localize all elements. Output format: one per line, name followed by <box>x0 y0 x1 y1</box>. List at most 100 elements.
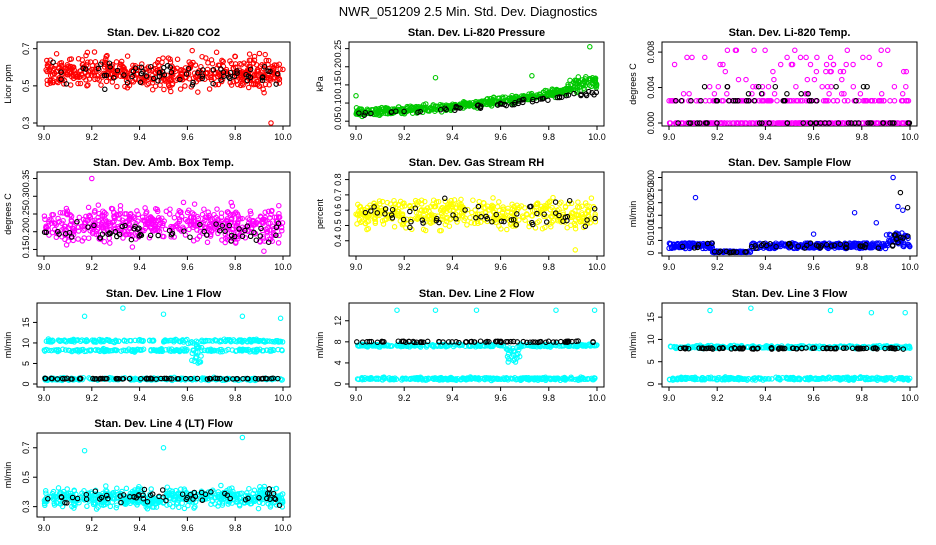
series-primary <box>667 306 912 382</box>
y-tick-label: 0.7 <box>21 42 31 55</box>
data-point <box>712 92 716 96</box>
data-point <box>812 77 816 81</box>
data-point <box>804 55 808 59</box>
data-point <box>76 237 80 241</box>
y-tick-label: 0.15 <box>21 241 31 259</box>
x-tick-label: 10.0 <box>901 262 919 272</box>
data-point <box>551 195 555 199</box>
plot-frame <box>37 303 290 387</box>
y-tick-label: 0.4 <box>333 235 343 248</box>
y-tick-label: 0.25 <box>21 205 31 223</box>
x-tick-label: 9.8 <box>856 262 869 272</box>
data-point <box>785 92 789 96</box>
data-point <box>240 314 244 318</box>
data-point <box>852 211 856 215</box>
x-tick-label: 10.0 <box>588 132 606 142</box>
y-tick-label: 4 <box>333 360 343 365</box>
data-point <box>820 85 824 89</box>
data-point <box>901 208 905 212</box>
series-primary <box>355 308 599 383</box>
data-point <box>187 227 191 231</box>
x-tick-label: 9.4 <box>446 132 459 142</box>
x-tick-label: 9.2 <box>711 262 724 272</box>
data-point <box>718 62 722 66</box>
x-tick-label: 9.0 <box>38 132 51 142</box>
data-point <box>772 92 776 96</box>
data-point <box>799 92 803 96</box>
x-tick-label: 9.8 <box>543 262 556 272</box>
data-point <box>553 200 557 204</box>
data-point <box>576 200 580 204</box>
data-point <box>443 196 447 200</box>
data-point <box>834 85 838 89</box>
series-secondary <box>674 85 912 126</box>
data-point <box>744 77 748 81</box>
x-tick-label: 10.0 <box>901 132 919 142</box>
chart-title: Stan. Dev. Amb. Box Temp. <box>93 157 234 169</box>
y-tick-label: 15 <box>21 317 31 327</box>
data-point <box>589 196 593 200</box>
y-tick-label: 12 <box>333 316 343 326</box>
data-point <box>183 84 187 88</box>
x-tick-label: 10.0 <box>274 393 292 403</box>
x-tick-label: 9.4 <box>133 132 146 142</box>
data-point <box>172 216 176 220</box>
data-point <box>892 99 896 103</box>
data-point <box>736 77 740 81</box>
data-point <box>690 55 694 59</box>
data-point <box>703 55 707 59</box>
data-point <box>867 55 871 59</box>
x-tick-label: 9.6 <box>494 132 507 142</box>
x-tick-label: 9.6 <box>494 262 507 272</box>
data-point <box>156 79 160 83</box>
data-point <box>827 92 831 96</box>
y-tick-label: 0.6 <box>333 204 343 217</box>
y-tick-label: 0.5 <box>21 80 31 93</box>
data-point <box>831 62 835 66</box>
data-point <box>901 92 905 96</box>
data-point <box>904 85 908 89</box>
data-point <box>102 240 106 244</box>
data-point <box>247 85 251 89</box>
x-tick-label: 9.0 <box>350 393 363 403</box>
x-tick-label: 9.0 <box>663 262 676 272</box>
y-tick-label: 0.7 <box>333 189 343 202</box>
data-point <box>262 249 266 253</box>
y-tick-label: 0.5 <box>333 219 343 232</box>
data-point <box>702 85 706 89</box>
data-point <box>681 92 685 96</box>
y-tick-label: 0.15 <box>333 76 343 94</box>
chart-title: Stan. Dev. Li-820 Temp. <box>729 27 851 39</box>
x-tick-label: 9.0 <box>663 393 676 403</box>
data-point <box>178 87 182 91</box>
y-tick-label: 0.10 <box>333 94 343 112</box>
x-tick-label: 9.4 <box>759 132 772 142</box>
x-tick-label: 9.0 <box>350 132 363 142</box>
series-primary <box>667 175 912 254</box>
chart-title: Stan. Dev. Li-820 CO2 <box>107 27 220 39</box>
data-point <box>143 206 147 210</box>
y-axis-label: ml/min <box>628 201 638 228</box>
data-point <box>805 77 809 81</box>
data-point <box>891 175 895 179</box>
data-point <box>588 45 592 49</box>
data-point <box>471 198 475 202</box>
y-axis-label: ml/min <box>3 332 13 359</box>
x-tick-label: 9.4 <box>133 262 146 272</box>
y-tick-label: 0.20 <box>21 223 31 241</box>
x-tick-label: 10.0 <box>588 393 606 403</box>
data-point <box>433 308 437 312</box>
data-point <box>108 241 112 245</box>
data-point <box>447 224 451 228</box>
x-tick-label: 9.2 <box>398 132 411 142</box>
data-point <box>845 48 849 52</box>
data-point <box>96 203 100 207</box>
data-point <box>247 52 251 56</box>
chart-title: Stan. Dev. Gas Stream RH <box>409 157 545 169</box>
data-point <box>828 55 832 59</box>
x-tick-label: 9.8 <box>229 262 242 272</box>
data-point <box>874 221 878 225</box>
data-point <box>879 48 883 52</box>
